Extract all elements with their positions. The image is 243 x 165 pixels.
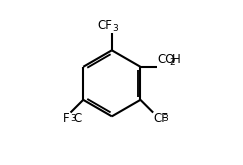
Text: 3: 3: [70, 114, 76, 123]
Text: F: F: [63, 112, 70, 125]
Text: C: C: [73, 112, 82, 125]
Text: 3: 3: [162, 114, 168, 123]
Text: CO: CO: [158, 52, 175, 66]
Text: 3: 3: [113, 24, 118, 33]
Text: CF: CF: [97, 19, 112, 32]
Text: 2: 2: [169, 58, 175, 67]
Text: H: H: [172, 52, 180, 66]
Text: CF: CF: [154, 112, 169, 125]
